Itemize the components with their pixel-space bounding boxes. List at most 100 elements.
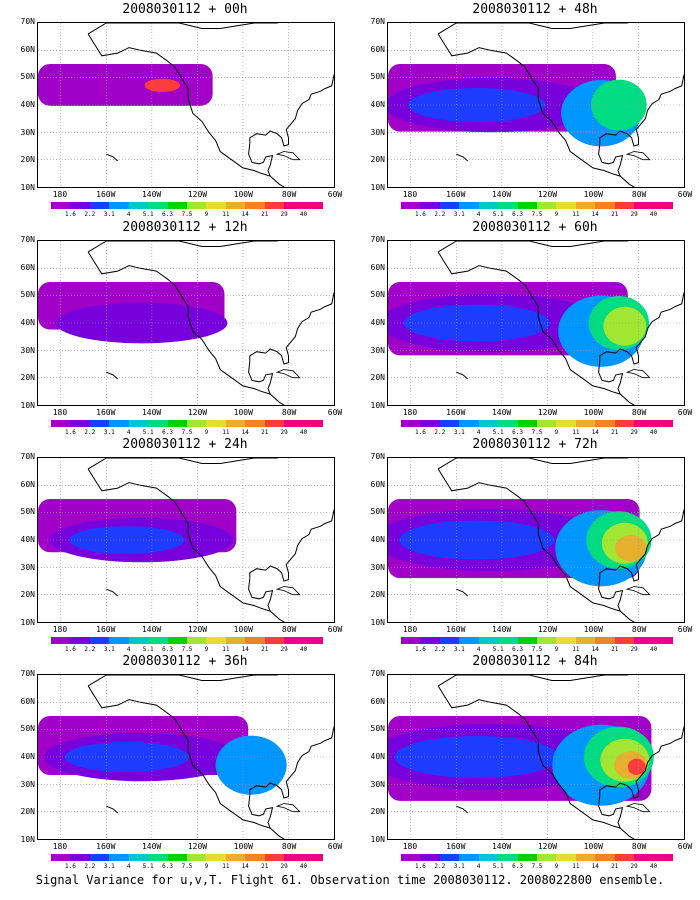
lon-tick-label: 160W	[446, 190, 466, 199]
colorbar-swatch	[225, 420, 246, 427]
colorbar-level-label: 14	[241, 211, 249, 218]
lat-tick-label: 40N	[20, 318, 35, 327]
colorbar-swatch	[634, 854, 654, 861]
colorbar-swatch	[595, 202, 615, 209]
colorbar-labels: 1.6 2.2 3.1 4 5.1 6.3 7.5 9 11 14 21 29 40	[51, 646, 323, 654]
lat-tick-label: 20N	[20, 590, 35, 600]
map-panel-p12: 2008030112 + 12h 70N 60N 50N 40N 30N 20N 10N 180…	[5, 220, 343, 436]
lon-tick-label: 60W	[327, 842, 343, 851]
colorbar-swatch	[284, 854, 304, 861]
colorbar-level-label: 3.1	[453, 429, 465, 436]
colorbar-level-label: 40	[299, 863, 308, 870]
lat-tick-label: 60N	[20, 696, 35, 706]
colorbar-level-label: 21	[611, 863, 619, 870]
lat-tick-label: 30N	[20, 345, 35, 355]
lon-tick-label: 160W	[96, 842, 116, 851]
colorbar-swatch	[420, 202, 440, 209]
colorbar-level-label: 29	[280, 211, 288, 218]
colorbar-level-label: 1.6	[65, 646, 76, 653]
colorbar-swatch	[517, 637, 537, 644]
colorbar-swatch	[206, 637, 226, 644]
lon-tick-label: 100W	[583, 842, 603, 851]
lon-tick-label: 140W	[491, 190, 512, 199]
colorbar-level-label: 5.1	[142, 863, 154, 870]
lat-tick-label: 20N	[20, 807, 35, 817]
colorbar-swatch	[478, 637, 499, 644]
colorbar-level-label: 14	[241, 863, 249, 870]
colorbar-swatch	[536, 637, 557, 644]
lat-tick-label: 60N	[370, 262, 385, 272]
lat-tick-label: 50N	[20, 507, 35, 517]
lat-tick-label: 10N	[20, 401, 35, 410]
colorbar-swatch	[128, 202, 149, 209]
lon-tick-label: 180	[402, 842, 418, 851]
map-area	[387, 240, 685, 406]
colorbar-level-label: 7.5	[181, 646, 193, 653]
colorbar-swatch	[303, 637, 323, 644]
colorbar-swatch	[89, 637, 110, 644]
lon-tick-label: 180	[52, 842, 68, 851]
lon-tick-label: 140W	[491, 625, 512, 634]
lat-tick-label: 70N	[20, 17, 35, 26]
colorbar-swatch	[51, 637, 71, 644]
colorbar-level-label: 40	[649, 429, 658, 436]
colorbar-level-label: 7.5	[531, 211, 543, 218]
colorbar-swatch	[70, 637, 90, 644]
lon-tick-label: 80W	[281, 190, 297, 199]
colorbar-level-label: 4	[476, 863, 481, 870]
colorbar-level-label: 3.1	[453, 863, 465, 870]
colorbar-swatch	[109, 854, 129, 861]
colorbar-swatch	[595, 637, 615, 644]
panel-title: 2008030112 + 24h	[122, 437, 248, 452]
colorbar-level-label: 29	[280, 863, 288, 870]
colorbar-level-label: 7.5	[531, 429, 543, 436]
map-panel-p36: 2008030112 + 36h 70N 60N 50N 40N 30N 20N 10N 180…	[5, 654, 343, 871]
colorbar-level-label: 29	[630, 646, 638, 653]
colorbar-swatch	[614, 202, 635, 209]
map-area	[37, 457, 335, 623]
colorbar-level-label: 14	[241, 429, 249, 436]
colorbar-swatch	[478, 420, 499, 427]
colorbar-level-label: 14	[591, 646, 599, 653]
colorbar-level-label: 3.1	[103, 429, 115, 436]
colorbar-level-label: 3.1	[453, 211, 465, 218]
colorbar-level-label: 9	[204, 211, 209, 218]
colorbar-swatch	[459, 202, 479, 209]
lat-tick-label: 60N	[20, 262, 35, 272]
lat-tick-label: 60N	[20, 479, 35, 489]
colorbar-level-label: 2.2	[84, 211, 96, 218]
colorbar-swatch	[575, 854, 596, 861]
colorbar-swatch	[478, 202, 499, 209]
colorbar-level-label: 2.2	[84, 429, 96, 436]
colorbar-swatch	[148, 202, 168, 209]
colorbar	[51, 854, 323, 861]
colorbar-swatch	[575, 202, 596, 209]
colorbar	[51, 420, 323, 427]
colorbar-level-label: 9	[204, 646, 209, 653]
lon-tick-label: 100W	[583, 625, 603, 634]
colorbar-swatch	[653, 854, 673, 861]
lon-tick-label: 120W	[187, 625, 208, 634]
lon-tick-label: 60W	[677, 842, 693, 851]
colorbar-level-label: 9	[554, 863, 559, 870]
lat-tick-label: 50N	[20, 72, 35, 82]
colorbar-swatch	[439, 202, 460, 209]
map-area	[387, 674, 685, 840]
colorbar-level-label: 6.3	[162, 211, 173, 218]
colorbar-level-label: 11	[222, 863, 230, 870]
lon-tick-label: 80W	[631, 408, 647, 417]
lat-tick-label: 20N	[370, 373, 385, 383]
colorbar-level-label: 3.1	[103, 863, 115, 870]
colorbar-labels: 1.6 2.2 3.1 4 5.1 6.3 7.5 9 11 14 21 29 40	[51, 863, 323, 871]
colorbar-swatch	[89, 202, 110, 209]
lat-tick-label: 60N	[370, 696, 385, 706]
colorbar-swatch	[420, 637, 440, 644]
colorbar-swatch	[70, 420, 90, 427]
colorbar-level-label: 29	[280, 429, 288, 436]
colorbar-swatch	[225, 637, 246, 644]
colorbar-swatch	[245, 637, 265, 644]
lon-tick-label: 180	[52, 408, 68, 417]
lon-tick-label: 100W	[233, 408, 253, 417]
panel-title: 2008030112 + 72h	[472, 437, 598, 452]
lat-tick-label: 10N	[20, 618, 35, 627]
